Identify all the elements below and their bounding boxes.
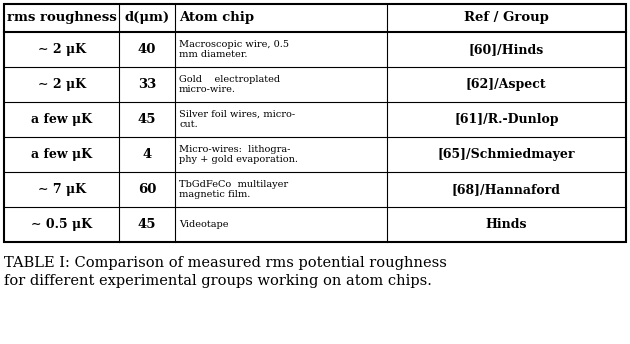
Text: ∼ 0.5 μK: ∼ 0.5 μK	[31, 218, 92, 231]
Text: rms roughness: rms roughness	[7, 11, 117, 24]
Bar	[4, 4, 626, 242]
Text: ∼ 2 μK: ∼ 2 μK	[38, 78, 86, 91]
Text: 45: 45	[138, 113, 156, 126]
Text: 45: 45	[138, 218, 156, 231]
Text: a few μK: a few μK	[31, 148, 92, 161]
Text: [68]/Hannaford: [68]/Hannaford	[452, 183, 561, 196]
Text: TABLE I: Comparison of measured rms potential roughness
for different experiment: TABLE I: Comparison of measured rms pote…	[4, 256, 447, 288]
Text: TbGdFeCo  multilayer
magnetic film.: TbGdFeCo multilayer magnetic film.	[179, 180, 288, 200]
Text: [62]/Aspect: [62]/Aspect	[466, 78, 547, 91]
Text: 60: 60	[138, 183, 156, 196]
Text: Macroscopic wire, 0.5
mm diameter.: Macroscopic wire, 0.5 mm diameter.	[179, 40, 289, 60]
Text: Videotape: Videotape	[179, 220, 229, 229]
Text: Hinds: Hinds	[486, 218, 527, 231]
Text: [61]/R.-Dunlop: [61]/R.-Dunlop	[454, 113, 559, 126]
Text: Gold    electroplated
micro-wire.: Gold electroplated micro-wire.	[179, 75, 280, 94]
Text: [60]/Hinds: [60]/Hinds	[469, 43, 544, 56]
Text: ∼ 2 μK: ∼ 2 μK	[38, 43, 86, 56]
Text: 33: 33	[138, 78, 156, 91]
Text: Atom chip: Atom chip	[179, 11, 254, 24]
Text: Micro-wires:  lithogra-
phy + gold evaporation.: Micro-wires: lithogra- phy + gold evapor…	[179, 144, 298, 164]
Text: Ref / Group: Ref / Group	[464, 11, 549, 24]
Text: 40: 40	[138, 43, 156, 56]
Text: 4: 4	[142, 148, 152, 161]
Text: a few μK: a few μK	[31, 113, 92, 126]
Text: [65]/Schmiedmayer: [65]/Schmiedmayer	[437, 148, 575, 161]
Text: d(μm): d(μm)	[125, 11, 169, 24]
Text: Silver foil wires, micro-
cut.: Silver foil wires, micro- cut.	[179, 110, 295, 129]
Text: ∼ 7 μK: ∼ 7 μK	[38, 183, 86, 196]
